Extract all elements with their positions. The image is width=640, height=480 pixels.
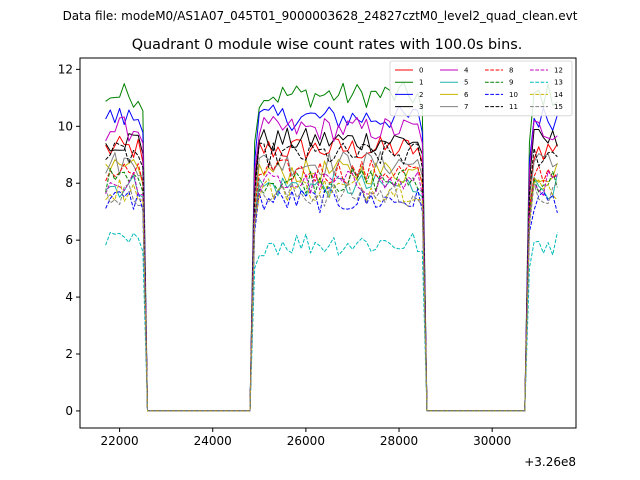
series-line-0 [105,135,558,412]
legend-label-6: 6 [464,91,469,99]
figure-suptitle: Data file: modeM0/AS1A07_045T01_90000036… [63,9,578,23]
series-layer [105,81,558,412]
series-line-11 [105,141,558,412]
x-tick-label-30000: 30000 [473,434,511,448]
legend-label-5: 5 [464,79,468,87]
series-line-2 [105,104,558,412]
legend-label-10: 10 [509,91,518,99]
y-tick-label-10: 10 [58,119,73,133]
x-tick-label-24000: 24000 [194,434,232,448]
legend-label-3: 3 [419,103,423,111]
x-tick-label-22000: 22000 [100,434,138,448]
series-line-15 [105,181,558,412]
legend-label-8: 8 [509,67,513,75]
legend-label-11: 11 [509,103,518,111]
series-line-14 [105,178,558,412]
legend-label-1: 1 [419,79,423,87]
x-offset-label: +3.26e8 [524,455,576,469]
y-tick-label-8: 8 [65,176,73,190]
legend-label-14: 14 [554,91,563,99]
y-axis: 0 2 4 6 8 10 12 [58,62,80,418]
legend-label-4: 4 [464,67,469,75]
chart-title: Quadrant 0 module wise count rates with … [132,37,523,53]
series-line-8 [105,159,558,412]
series-line-5 [105,172,558,412]
y-tick-label-0: 0 [65,404,73,418]
y-tick-label-6: 6 [65,233,73,247]
legend-label-2: 2 [419,91,423,99]
x-tick-label-28000: 28000 [380,434,418,448]
x-axis: 22000 24000 26000 28000 30000 [100,428,511,448]
legend-label-15: 15 [554,103,563,111]
series-line-10 [105,187,558,412]
legend-label-13: 13 [554,79,563,87]
series-line-12 [105,170,558,412]
y-tick-label-2: 2 [65,347,73,361]
legend-label-12: 12 [554,67,563,75]
x-tick-label-26000: 26000 [287,434,325,448]
y-tick-label-4: 4 [65,290,73,304]
legend-box [389,60,573,117]
legend-label-9: 9 [509,79,513,87]
plot-frame [79,57,577,429]
y-tick-label-12: 12 [58,62,73,76]
series-line-6 [105,158,558,412]
series-line-13 [105,231,558,412]
legend-label-7: 7 [464,103,468,111]
legend-label-0: 0 [419,67,423,75]
series-line-9 [105,167,558,412]
